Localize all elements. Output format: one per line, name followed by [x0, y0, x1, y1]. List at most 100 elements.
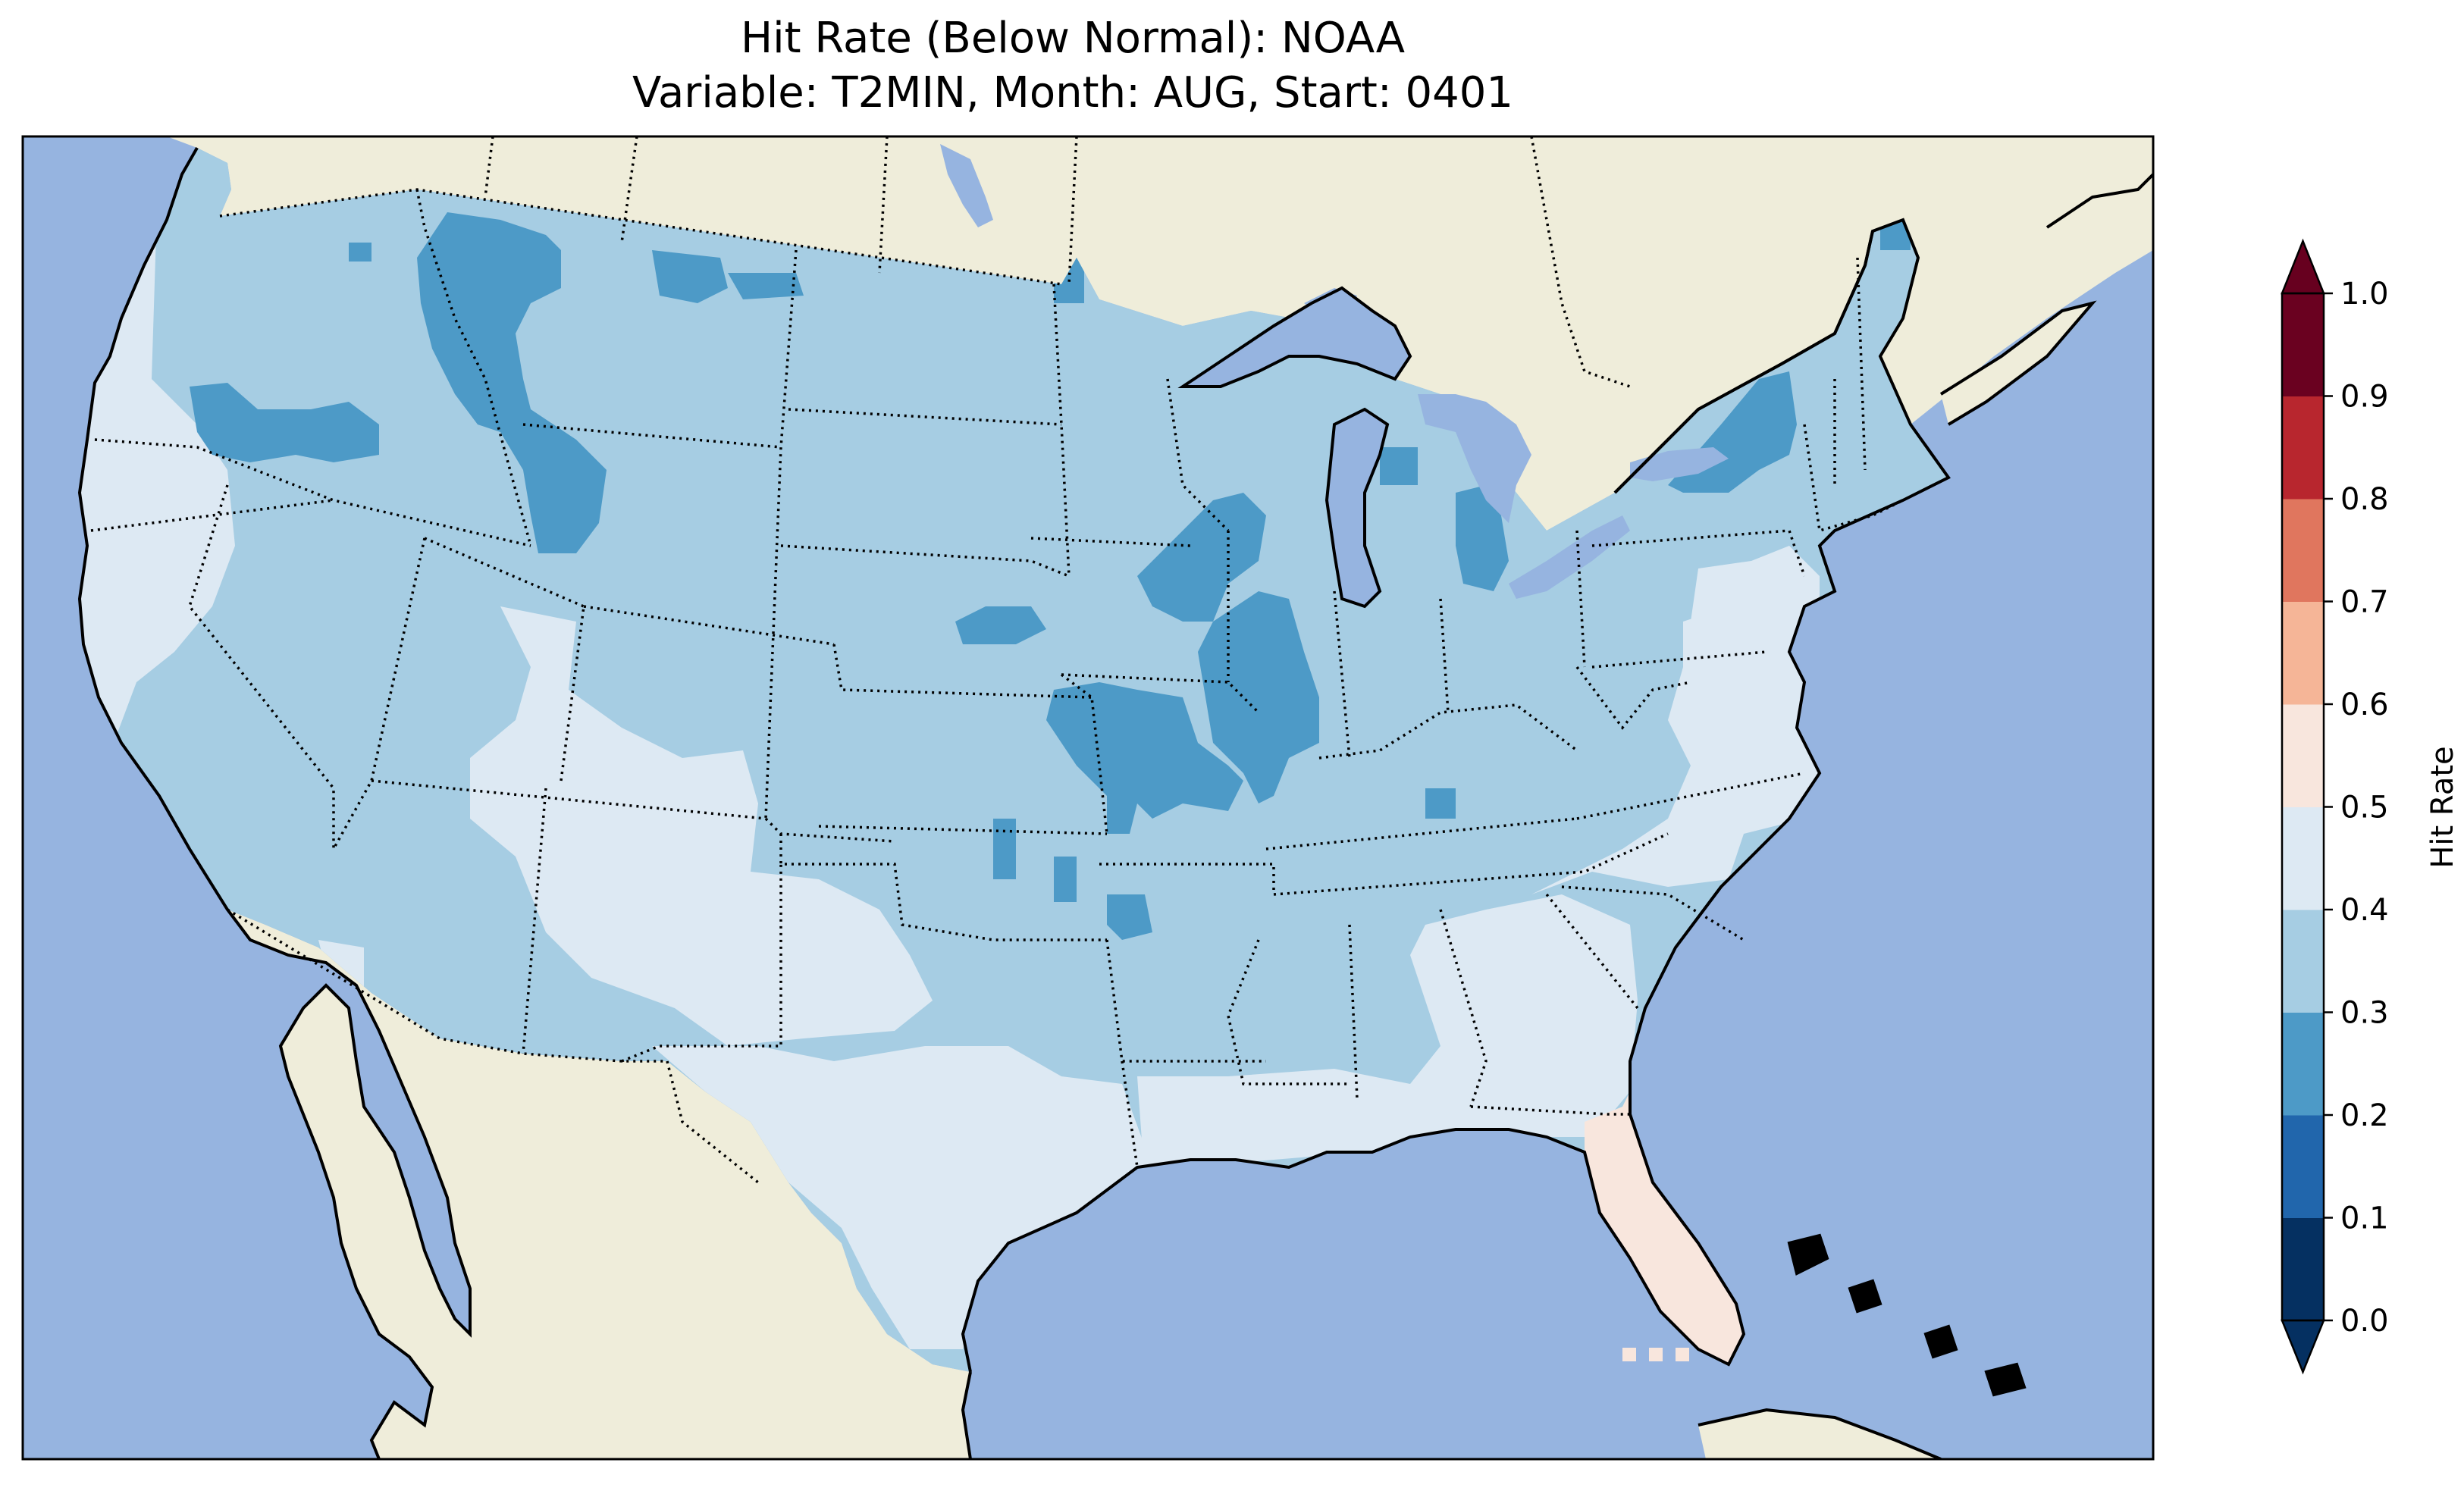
border-ny-vt-ma	[1803, 424, 1904, 533]
florida-keys-cells	[1622, 1348, 1689, 1361]
border-id-ut-wy	[424, 537, 585, 608]
region-maine-patch	[1880, 220, 1911, 250]
st-lawrence-line	[1613, 230, 1874, 494]
colorbar-tick-label: 0.8	[2340, 482, 2389, 517]
colorbar-tick-label: 0.3	[2340, 996, 2389, 1031]
lake-michigan-line	[1324, 407, 1390, 609]
border-ut-co-az-nm	[560, 606, 585, 781]
colorbar-segment	[2282, 396, 2324, 500]
cuba-line	[1698, 1408, 1942, 1459]
border-wy-co	[583, 605, 835, 646]
border-ks-ok	[818, 825, 1108, 835]
region-florida	[1585, 1076, 1744, 1364]
colorbar-segment	[2282, 1115, 2324, 1218]
map-frame-border	[21, 135, 2155, 1461]
colorbar-tick-label: 0.6	[2340, 687, 2389, 722]
border-ne-ks	[832, 644, 1092, 699]
border-ut-az	[371, 779, 766, 820]
region-illinois-patch	[1198, 591, 1319, 803]
colorbar-segment	[2282, 1217, 2324, 1321]
bahamas-line-1	[1787, 1233, 1829, 1276]
colorbar-segment	[2282, 807, 2324, 910]
border-ga-fl	[1470, 1105, 1630, 1116]
border-nd-sd-mt	[764, 249, 798, 819]
coastlines	[77, 147, 2153, 1459]
border-canada-provinces-3	[878, 136, 889, 274]
lake-huron	[1418, 394, 1531, 523]
colorbar-tick-label: 0.2	[2340, 1098, 2389, 1133]
colorbar: 0.0 0.1 0.2 0.3 0.4 0.5 0.6 0.7 0.8 0.9 1.0 Hit Ra…	[2281, 238, 2460, 1375]
border-ky-tn	[1265, 817, 1578, 850]
west-coast-line	[77, 147, 472, 1459]
colorbar-segment	[2282, 499, 2324, 602]
border-id-mt	[415, 189, 532, 547]
region-missouri-patch	[1107, 894, 1152, 940]
border-nv-ut	[332, 537, 426, 850]
region-oklahoma-patch	[993, 819, 1016, 879]
lake-winnipeg-area	[940, 144, 993, 227]
border-sd-ne	[780, 544, 1070, 578]
nova-scotia-land	[1941, 303, 2093, 424]
border-nc-sc	[1561, 885, 1745, 941]
region-oregon-patch	[190, 383, 379, 462]
colorbar-segment	[2282, 910, 2324, 1013]
canada-land	[167, 136, 2153, 531]
region-idaho-montana-patch	[417, 212, 607, 553]
bahamas-line-4	[1984, 1362, 2027, 1397]
border-wa-or	[94, 438, 531, 547]
keys-cell-3	[1676, 1348, 1689, 1361]
region-oklahoma-patch-2	[1054, 857, 1077, 902]
border-wv-va	[1575, 666, 1691, 730]
region-southwest-band	[470, 606, 933, 1046]
border-ms-al	[1348, 924, 1359, 1100]
region-montana-east-patch	[728, 273, 804, 299]
lake-nipigon-area	[1304, 288, 1357, 315]
colorbar-tick-label: 0.0	[2340, 1304, 2389, 1339]
colorbar-segment	[2282, 293, 2324, 396]
border-va-nc	[1576, 772, 1805, 820]
colorbar-ticks: 0.0 0.1 0.2 0.3 0.4 0.5 0.6 0.7 0.8 0.9 1.0	[2324, 277, 2389, 1339]
colorbar-tick-label: 0.1	[2340, 1201, 2389, 1236]
region-nebraska-patch	[955, 606, 1046, 644]
newfoundland-line	[2045, 173, 2153, 229]
border-oh-pa	[1575, 530, 1586, 668]
border-tx-nm	[621, 864, 782, 1063]
colorbar-extend-min	[2281, 1319, 2325, 1375]
bahamas-island-2	[1850, 1281, 1880, 1311]
region-west-coast-band	[80, 148, 235, 758]
colorbar-tick-label: 1.0	[2340, 277, 2389, 312]
bahamas-island-4	[1986, 1364, 2024, 1395]
us-mexico-border	[227, 908, 667, 1063]
bahamas-line-3	[1923, 1324, 1958, 1359]
border-canada-provinces-2	[620, 136, 638, 243]
region-texas-band	[652, 1046, 1152, 1349]
region-central-plains-patch	[1046, 682, 1243, 834]
border-pa-md	[1591, 650, 1767, 669]
colorbar-label: Hit Rate	[2425, 746, 2460, 868]
region-washington-patch	[349, 243, 371, 262]
colorbar-segment	[2282, 601, 2324, 705]
colorbar-tick-label: 0.4	[2340, 893, 2389, 928]
bahamas-line-2	[1848, 1279, 1882, 1314]
border-mt-wy	[522, 423, 782, 449]
border-canada-provinces-4	[1067, 136, 1078, 285]
border-ca-nv	[188, 484, 335, 849]
colorbar-tick-label: 0.7	[2340, 585, 2389, 620]
colorbar-tick-label: 0.5	[2340, 791, 2389, 825]
state-borders	[90, 136, 1904, 1184]
mexico-east-coast-line	[961, 1371, 972, 1459]
bahamas-island-3	[1926, 1326, 1956, 1357]
colorbar-extend-max	[2281, 238, 2325, 295]
region-montana-north-patch	[652, 250, 728, 303]
colorbar-segments	[2282, 293, 2324, 1321]
border-la-tx	[1121, 1060, 1139, 1168]
border-nd-sd	[788, 408, 1062, 426]
region-mid-atlantic-band	[1691, 546, 1820, 743]
colorbar-tick-label: 0.9	[2340, 380, 2389, 415]
region-michigan-patch	[1456, 485, 1509, 591]
map-title-line-2: Variable: T2MIN, Month: AUG, Start: 0401	[632, 68, 1514, 117]
border-canada-provinces-5	[1530, 136, 1631, 388]
border-ky-oh-in	[1318, 703, 1578, 760]
newfoundland-land	[2047, 174, 2153, 258]
keys-cell-2	[1649, 1348, 1663, 1361]
